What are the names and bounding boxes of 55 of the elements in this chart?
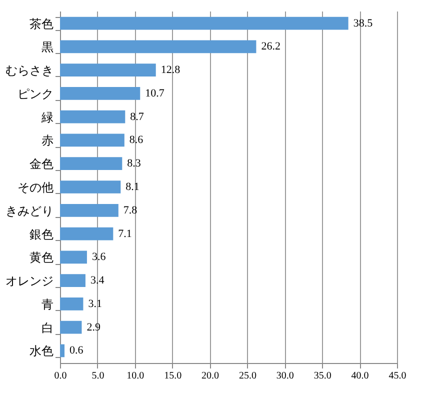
x-tick-label: 20.0 (202, 370, 220, 382)
x-tick-label: 40.0 (351, 370, 369, 382)
x-tick-label: 35.0 (314, 370, 332, 382)
data-label: 12.8 (160, 64, 181, 76)
data-label: 8.3 (127, 158, 142, 170)
y-tick-label: 緑 (40, 110, 54, 124)
data-label: 38.5 (353, 17, 374, 30)
bar (60, 250, 87, 264)
y-tick-label: 黄色 (30, 250, 54, 265)
x-tick-label: 45.0 (388, 370, 406, 382)
x-tick-label: 15.0 (164, 370, 182, 382)
bar (60, 274, 86, 287)
x-tick-label: 5.0 (92, 370, 104, 382)
data-label: 0.6 (69, 344, 84, 357)
data-label: 8.1 (126, 181, 140, 193)
data-label: 7.1 (118, 228, 132, 240)
data-label: 2.9 (86, 321, 101, 334)
x-tick-label: 0.0 (54, 370, 67, 382)
data-label: 26.2 (261, 40, 280, 53)
y-tick-label: オレンジ (6, 274, 54, 288)
x-tick-label: 10.0 (126, 370, 144, 382)
y-tick-label: その他 (18, 180, 54, 194)
bar (60, 298, 84, 310)
y-tick-label: 金色 (30, 157, 54, 172)
data-label: 8.7 (130, 110, 144, 123)
bar (60, 134, 124, 147)
bar (60, 320, 82, 334)
bar (60, 110, 126, 124)
bar (60, 180, 121, 194)
data-label: 7.8 (123, 204, 138, 216)
bar (60, 204, 118, 217)
y-tick-label: 白 (42, 320, 54, 335)
y-tick-label: 黒 (42, 40, 54, 54)
y-tick-label: きみどり (6, 204, 54, 218)
bar (60, 227, 114, 240)
y-tick-label: 茶色 (30, 16, 54, 31)
bar (60, 344, 64, 358)
x-tick-label: 25.0 (238, 370, 256, 382)
x-tick-label: 30.0 (276, 370, 294, 382)
data-label: 10.7 (145, 87, 165, 100)
y-tick-label: 銀色 (30, 227, 54, 242)
bar (60, 87, 140, 100)
bar (60, 157, 122, 170)
data-label: 3.4 (90, 274, 105, 287)
y-tick-label: ピンク (18, 86, 54, 101)
y-tick-label: 青 (42, 297, 54, 312)
data-label: 3.1 (88, 298, 102, 310)
y-tick-label: 水色 (30, 344, 54, 358)
y-tick-label: むらさき (6, 64, 54, 78)
bar (60, 40, 256, 54)
y-tick-label: 赤 (42, 134, 54, 148)
data-label: 3.6 (92, 251, 106, 264)
bar (60, 64, 156, 76)
bar (60, 16, 348, 30)
data-label: 8.6 (129, 134, 144, 146)
